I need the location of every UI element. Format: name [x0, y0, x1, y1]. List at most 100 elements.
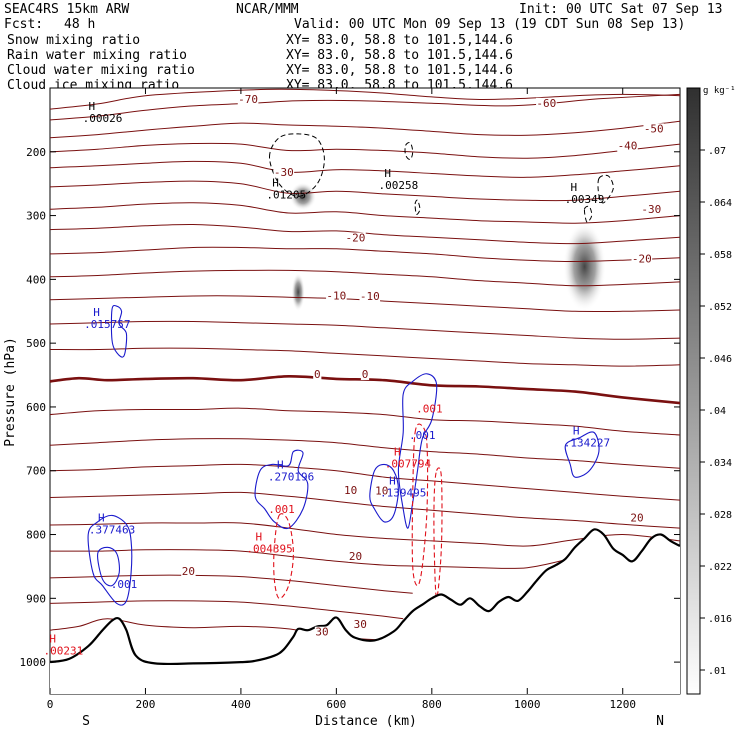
cloud-ice-max-label-h-marker: H	[89, 100, 96, 113]
isotherm-line	[50, 320, 680, 340]
isotherm-label: 0	[314, 368, 321, 381]
isotherm-label-bg	[343, 485, 358, 497]
model-title: SEAC4RS 15km ARW	[4, 2, 129, 17]
y-tick-label: 700	[26, 465, 46, 478]
rain-water-max-label-h-marker: H	[256, 530, 263, 543]
y-tick-label: 900	[26, 592, 46, 605]
x-tick-label: 800	[422, 698, 442, 711]
isotherm-line	[50, 491, 680, 529]
legend-xy-snow: XY= 83.0, 58.8 to 101.5,144.6	[286, 33, 513, 48]
isotherm-label: 30	[354, 618, 367, 631]
snow-shading-layer	[289, 182, 607, 312]
colorbar-tick-label: .052	[708, 302, 732, 313]
isotherm-label-bg	[374, 485, 389, 497]
isotherm-label: -30	[641, 203, 661, 216]
cloud-water-max-label-h-marker: H	[98, 511, 105, 524]
cloud-ice-contour	[414, 199, 421, 215]
x-axis-label: Distance (km)	[315, 714, 417, 729]
isotherm-label-bg	[313, 368, 322, 380]
cloud-water-contour	[369, 463, 399, 523]
cloud-water-contour	[564, 431, 600, 478]
isotherm-line	[50, 120, 680, 139]
colorbar-tick-label: .034	[708, 458, 732, 469]
isotherm-line	[50, 438, 680, 469]
colorbar-tick-label: .07	[708, 146, 726, 157]
y-tick-label: 500	[26, 337, 46, 350]
organization: NCAR/MMM	[236, 2, 299, 17]
x-tick-label: 1000	[514, 698, 541, 711]
isotherm-label-bg	[273, 166, 295, 178]
isotherm-label: 30	[315, 626, 328, 639]
cloud-water-contour	[97, 546, 120, 587]
cloud-water-contour	[87, 514, 133, 606]
init-time: Init: 00 UTC Sat 07 Sep 13	[519, 2, 723, 17]
y-tick-label: 400	[26, 273, 46, 286]
cloud-water-contour	[110, 304, 128, 358]
isotherm-line	[50, 202, 680, 224]
isotherm-label-bg	[353, 619, 368, 631]
colorbar-tick-label: .064	[708, 198, 732, 209]
cloud-ice-max-label-h-marker: H	[384, 167, 391, 180]
rain-water-max-label-h-marker: H	[394, 446, 401, 459]
y-tick-label: 300	[26, 210, 46, 223]
x-end-label-south: S	[82, 714, 90, 729]
x-end-label-north: N	[656, 714, 664, 729]
cloud-water-contour-label: .001	[409, 429, 436, 442]
x-tick-label: 600	[326, 698, 346, 711]
isotherm-line	[50, 180, 680, 202]
temperature-contours	[50, 88, 680, 641]
isotherm-label: 10	[344, 484, 357, 497]
isotherm-label: 10	[375, 485, 388, 498]
rain-water-contours	[273, 423, 443, 599]
isotherm-label-bg	[629, 512, 645, 524]
isotherm-label-bg	[643, 123, 665, 135]
isotherm-label-bg	[181, 566, 196, 578]
cloud-water-contours	[87, 304, 600, 606]
cloud-water-max-label: .270196	[268, 470, 314, 483]
colorbar-tick-label: .058	[708, 250, 732, 261]
isotherm-line	[50, 463, 680, 501]
isotherm-line	[50, 160, 680, 178]
snow-shading-blob	[563, 221, 607, 312]
legend-label-snow: Snow mixing ratio	[7, 33, 140, 48]
colorbar-tick-label: .01	[708, 666, 726, 677]
cloud-water-max-label-h-marker: H	[277, 458, 284, 471]
cloud-water-max-label: .139495	[380, 486, 426, 499]
isotherm-label: -50	[644, 122, 664, 135]
legend: Snow mixing ratio XY= 83.0, 58.8 to 101.…	[7, 33, 513, 93]
cloud-ice-contour	[404, 142, 414, 160]
isotherm-label-bg	[360, 368, 370, 380]
isotherm-label-bg	[314, 626, 330, 638]
snow-shading-blob	[289, 182, 317, 211]
rain-water-max-label-h-marker: H	[49, 633, 56, 646]
cloud-ice-max-label-h-marker: H	[272, 176, 279, 189]
isotherm-label-bg	[536, 97, 557, 109]
terrain-fill	[50, 529, 680, 694]
y-tick-label: 800	[26, 529, 46, 542]
legend-label-cloud-water: Cloud water mixing ratio	[7, 63, 195, 78]
freezing-level-line	[50, 374, 680, 405]
x-tick-label: 400	[231, 698, 251, 711]
isotherm-label: -70	[238, 93, 258, 106]
cloud-ice-contour	[583, 205, 593, 223]
colorbar: g kg⁻¹ .01 .016 .022 .028 .034 .04 .046 .052 .05…	[686, 86, 736, 695]
isotherm-label: -40	[618, 140, 638, 153]
isotherm-label-bg	[359, 291, 381, 303]
isotherm-label-bg	[631, 253, 653, 265]
y-tick-label: 1000	[20, 656, 47, 669]
cloud-ice-contours	[268, 133, 614, 223]
cloud-ice-max-label: .00026	[83, 112, 123, 125]
x-tick-label: 0	[47, 698, 54, 711]
colorbar-tick-label: .028	[708, 510, 732, 521]
contour-labels: -70 -60 -50 -40 -30 -30 -20 -20 -10 -10 0 0 10 10 20 20…	[43, 93, 665, 658]
rain-water-contour	[411, 423, 429, 587]
cloud-water-max-label-h-marker: H	[573, 425, 580, 438]
cloud-ice-max-label: .00258	[379, 179, 419, 192]
rain-water-max-label: .00231	[43, 645, 83, 658]
cloud-water-contour	[254, 449, 309, 530]
isotherm-label: -30	[274, 166, 294, 179]
colorbar-ticks: .01 .016 .022 .028 .034 .04 .046 .052 .058 .064 .0…	[700, 146, 732, 677]
colorbar-gradient	[686, 87, 701, 695]
isotherm-line	[50, 269, 680, 287]
